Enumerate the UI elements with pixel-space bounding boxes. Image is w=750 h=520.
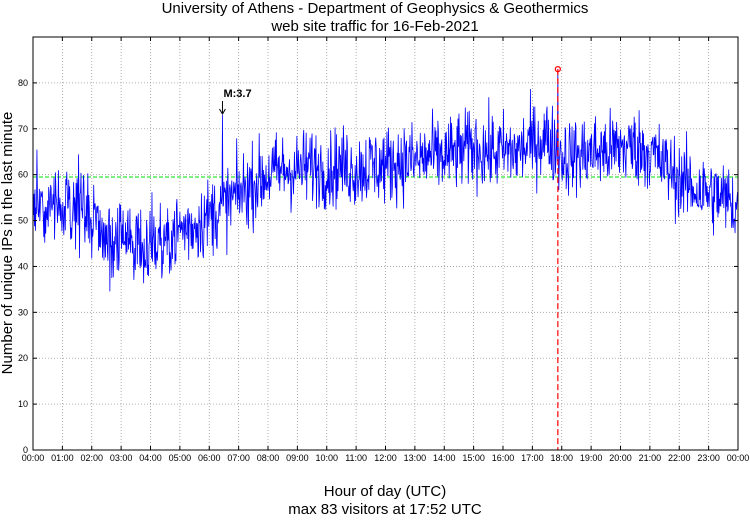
annotation-label: M:3.7	[223, 88, 251, 100]
x-tick-label: 14:00	[433, 453, 456, 463]
x-tick-label: 00:00	[22, 453, 45, 463]
y-tick-label: 40	[18, 261, 28, 271]
chart-title: University of Athens - Department of Geo…	[162, 0, 589, 17]
x-tick-label: 01:00	[51, 453, 74, 463]
x-tick-label: 10:00	[315, 453, 338, 463]
x-tick-label: 04:00	[139, 453, 162, 463]
x-tick-label: 08:00	[257, 453, 280, 463]
x-tick-label: 16:00	[492, 453, 515, 463]
chart-subtitle: web site traffic for 16-Feb-2021	[270, 18, 478, 35]
y-tick-label: 30	[18, 307, 28, 317]
y-tick-label: 50	[18, 216, 28, 226]
x-axis-sublabel: max 83 visitors at 17:52 UTC	[288, 501, 482, 515]
x-tick-label: 11:00	[345, 453, 367, 463]
y-tick-label: 20	[18, 353, 28, 363]
annotation-arrowhead	[219, 108, 226, 115]
x-tick-label: 18:00	[550, 453, 573, 463]
x-tick-label: 09:00	[286, 453, 309, 463]
annotation-layer: M:3.7	[219, 88, 252, 115]
y-tick-label: 60	[18, 170, 28, 180]
x-tick-label: 19:00	[580, 453, 603, 463]
x-tick-label: 21:00	[639, 453, 662, 463]
x-tick-label: 06:00	[198, 453, 221, 463]
max-point-marker	[554, 66, 561, 73]
series-layer	[32, 69, 739, 292]
y-tick-label: 70	[18, 124, 28, 134]
x-tick-label: 23:00	[697, 453, 720, 463]
max-marker-layer	[554, 66, 561, 450]
x-tick-label: 02:00	[80, 453, 103, 463]
x-tick-label: 17:00	[521, 453, 544, 463]
y-tick-label: 80	[18, 78, 28, 88]
x-tick-label: 07:00	[227, 453, 250, 463]
x-tick-label: 20:00	[609, 453, 632, 463]
y-tick-label: 10	[18, 399, 28, 409]
x-tick-label: 05:00	[169, 453, 192, 463]
y-axis-label: Number of unique IPs in the last minute	[0, 112, 16, 375]
traffic-series-line	[32, 69, 739, 292]
x-tick-label: 00:00	[727, 453, 750, 463]
x-tick-label: 15:00	[462, 453, 485, 463]
x-tick-label: 13:00	[404, 453, 427, 463]
y-tick-label: 0	[23, 445, 28, 455]
tick-layer: 00:00 01:00 02:00 03:00 04:00 05:00 06:00 07:00…	[18, 37, 749, 463]
x-axis-label: Hour of day (UTC)	[324, 483, 447, 500]
x-tick-label: 22:00	[668, 453, 691, 463]
x-tick-label: 12:00	[374, 453, 397, 463]
x-tick-label: 03:00	[110, 453, 133, 463]
